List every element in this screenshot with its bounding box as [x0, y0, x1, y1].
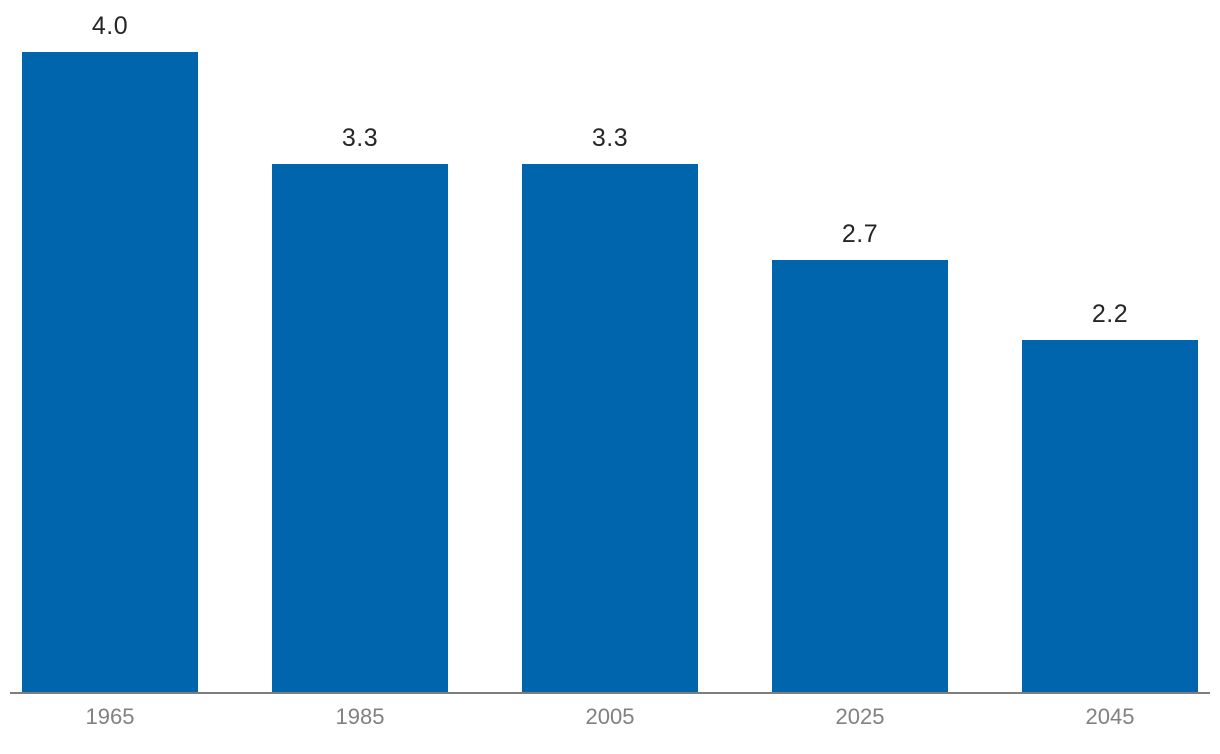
- bar: [522, 164, 698, 692]
- x-axis-line: [10, 692, 1210, 694]
- x-axis-tick-label: 1985: [335, 704, 385, 729]
- bar-group: 3.3 2005: [522, 124, 698, 729]
- bar-value-label: 3.3: [341, 124, 379, 153]
- x-axis-tick-label: 2005: [585, 704, 635, 729]
- bar-value-label: 2.7: [841, 220, 879, 249]
- bar-value-label: 3.3: [591, 124, 629, 153]
- bar: [272, 164, 448, 692]
- x-axis-tick-label: 2045: [1085, 704, 1135, 729]
- bar: [1022, 340, 1198, 692]
- x-axis-tick-label: 1965: [85, 704, 135, 729]
- bar-value-label: 2.2: [1091, 300, 1129, 329]
- bar-group: 2.7 2025: [772, 220, 948, 729]
- bar-group: 2.2 2045: [1022, 300, 1198, 729]
- bar-group: 3.3 1985: [272, 124, 448, 729]
- x-axis-tick-label: 2025: [835, 704, 885, 729]
- bar-group: 4.0 1965: [22, 12, 198, 729]
- bar: [772, 260, 948, 692]
- bar-value-label: 4.0: [91, 12, 129, 41]
- bar: [22, 52, 198, 692]
